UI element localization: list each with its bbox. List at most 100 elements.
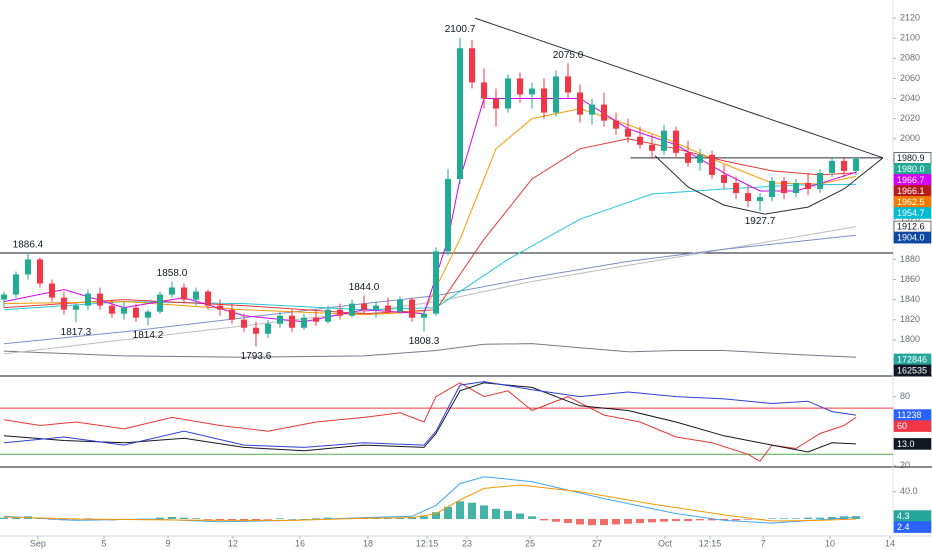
candle-body: [396, 299, 403, 312]
candle-body: [228, 309, 235, 320]
histogram-bar: [540, 519, 549, 521]
price-badge: [893, 438, 932, 450]
candle-body: [300, 317, 307, 328]
y-tick-label: 1820: [900, 314, 920, 324]
candle-body: [36, 259, 43, 284]
price-badge: [893, 207, 932, 219]
candle-body: [637, 136, 644, 145]
histogram-bar: [287, 519, 296, 520]
price-annotation: 1927.7: [745, 216, 776, 227]
candle-body: [72, 305, 79, 310]
candle-body: [733, 182, 740, 194]
histogram-bar: [696, 519, 705, 521]
histogram-bar: [552, 519, 561, 522]
candle-body: [841, 160, 848, 171]
candle-body: [613, 120, 620, 129]
candle-body: [420, 313, 427, 318]
candle-body: [60, 297, 67, 310]
histogram-bar: [203, 519, 212, 520]
candle-body: [252, 327, 259, 334]
candle-body: [168, 287, 175, 295]
histogram-bar: [11, 516, 20, 519]
candle-body: [288, 315, 295, 328]
candle-body: [565, 76, 572, 93]
histogram-bar: [852, 516, 861, 519]
price-badge-label: 1980.9: [897, 153, 925, 163]
y-tick-label: 1840: [900, 294, 920, 304]
x-tick-label: 7: [761, 538, 766, 548]
candle-body: [529, 88, 536, 95]
macd-line: [3, 484, 857, 522]
candle-body: [853, 158, 860, 171]
histogram-bar: [600, 519, 609, 526]
candle-body: [336, 309, 343, 316]
histogram-bar: [419, 516, 428, 519]
histogram-bar: [167, 516, 176, 519]
x-tick-label: Oct: [658, 538, 673, 548]
histogram-bar: [816, 517, 825, 519]
candle-body: [432, 251, 439, 314]
candle-body: [0, 294, 7, 300]
price-badge-label: 172846: [897, 354, 927, 364]
price-badge-label: 1962.5: [897, 197, 925, 207]
macd-line: [3, 476, 857, 524]
y-tick-label: 40.0: [900, 486, 918, 496]
histogram-bar: [275, 518, 284, 519]
candle-body: [216, 305, 223, 310]
candle-body: [156, 294, 163, 312]
candle-body: [96, 293, 103, 306]
y-tick-label: 1860: [900, 274, 920, 284]
x-tick-label: 12:15: [699, 538, 722, 548]
histogram-bar: [636, 519, 645, 524]
candle-body: [553, 76, 560, 113]
histogram-bar: [492, 508, 501, 519]
histogram-bar: [383, 518, 392, 519]
y-tick-label: 2100: [900, 33, 920, 43]
candle-body: [120, 307, 127, 314]
trend-drawing: [654, 155, 884, 215]
price-annotation: 1808.3: [409, 336, 440, 347]
oscillator-line: [3, 382, 857, 453]
histogram-bar: [263, 519, 272, 520]
y-tick-label: 1880: [900, 254, 920, 264]
x-tick-label: Sep: [30, 538, 46, 548]
candle-body: [661, 130, 668, 151]
price-badge: [893, 231, 932, 244]
price-badge-label: 162535: [897, 365, 927, 375]
candle-body: [276, 315, 283, 324]
histogram-bar: [576, 519, 585, 525]
candle-body: [817, 172, 824, 190]
price-annotation: 1814.2: [133, 330, 164, 341]
candle-body: [408, 299, 415, 318]
price-annotation: 1886.4: [13, 240, 44, 251]
price-annotation: 1817.3: [61, 327, 92, 338]
candle-body: [625, 128, 632, 137]
candle-body: [84, 293, 91, 306]
candle-body: [132, 307, 139, 318]
histogram-bar: [480, 505, 489, 519]
candle-body: [493, 98, 500, 109]
candle-body: [324, 309, 331, 322]
histogram-bar: [191, 518, 200, 519]
histogram-bar: [684, 519, 693, 522]
candle-body: [481, 82, 488, 99]
x-tick-label: 18: [363, 538, 373, 548]
histogram-bar: [431, 512, 440, 519]
candle-body: [721, 174, 728, 183]
y-tick-label: 2060: [900, 73, 920, 83]
candle-body: [745, 193, 752, 202]
x-tick-label: 12:15: [416, 538, 439, 548]
candle-body: [372, 305, 379, 310]
histogram-bar: [516, 513, 525, 519]
candle-body: [685, 152, 692, 163]
histogram-bar: [612, 519, 621, 525]
candle-body: [24, 259, 31, 275]
histogram-bar: [672, 519, 681, 522]
histogram-bar: [624, 519, 633, 524]
price-badge-label: 4.3: [897, 511, 910, 521]
price-annotation: 1844.0: [349, 282, 380, 293]
histogram-bar: [564, 519, 573, 524]
candle-body: [505, 78, 512, 109]
candle-body: [457, 48, 464, 179]
